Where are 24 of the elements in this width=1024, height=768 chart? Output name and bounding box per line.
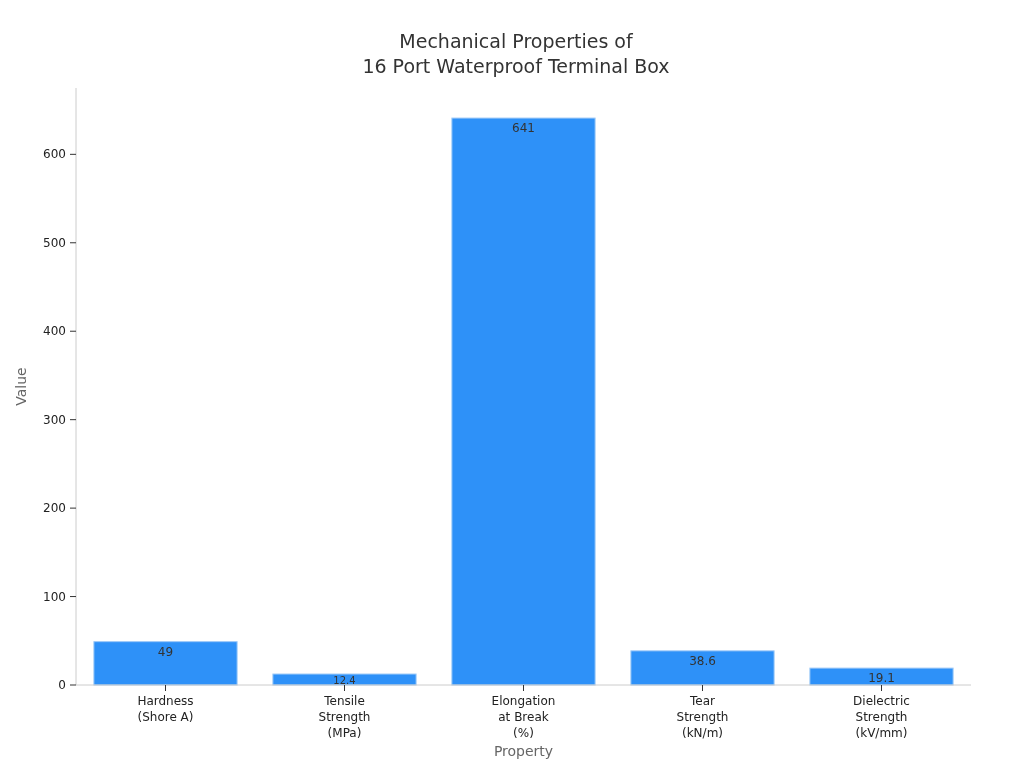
bar: [630, 650, 775, 686]
x-tick-label: Dielectric Strength (kV/mm): [853, 694, 910, 740]
x-tick-label: Tensile Strength (MPa): [318, 694, 371, 740]
data-label: 641: [512, 121, 535, 136]
y-tick-label: 100: [43, 589, 66, 604]
data-label: 49: [157, 644, 174, 659]
data-label: 19.1: [868, 671, 895, 686]
data-label: 12.4: [333, 674, 356, 686]
y-axis-title: Value: [13, 367, 29, 406]
bar: [809, 667, 954, 686]
y-tick-label: 0: [58, 678, 66, 692]
y-tick-label: 600: [43, 147, 66, 162]
y-tick-label: 200: [43, 501, 66, 516]
bar: [451, 117, 596, 686]
x-tick-label: Tear Strength (kN/m): [676, 694, 729, 740]
bar: [93, 641, 238, 686]
y-tick-label: 300: [43, 412, 66, 427]
x-tick-label: Hardness (Shore A): [137, 694, 194, 724]
y-tick-label: 500: [43, 235, 66, 250]
x-tick-label: Elongation at Break (%): [491, 694, 556, 740]
x-axis-title: Property: [493, 743, 554, 759]
data-label: 38.6: [689, 653, 716, 668]
y-tick-label: 400: [43, 324, 66, 339]
chart-title: Mechanical Properties of 16 Port Waterproof Terminal Box: [362, 30, 670, 77]
